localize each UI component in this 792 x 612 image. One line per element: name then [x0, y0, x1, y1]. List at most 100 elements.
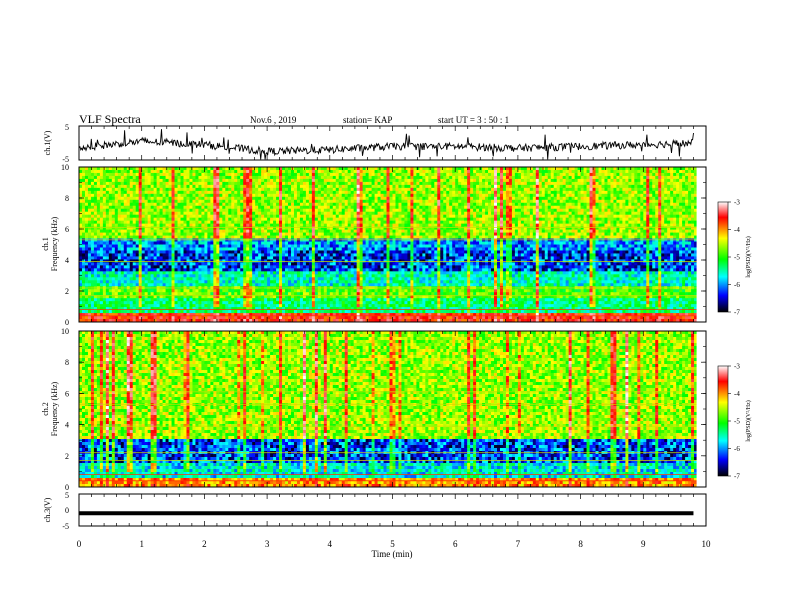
spectrogram-cell: [108, 271, 113, 275]
spectrogram-cell: [347, 196, 352, 201]
spectrogram-cell: [234, 271, 238, 275]
spectrogram-cell: [243, 256, 247, 260]
spectrogram-cell: [290, 217, 295, 222]
spectrogram-cell: [225, 313, 229, 317]
spectrogram-cell: [314, 319, 319, 323]
spectrogram-cell: [341, 271, 346, 275]
spectrogram-cell: [174, 307, 178, 311]
spectrogram-cell: [138, 178, 143, 183]
spectrogram-cell: [353, 169, 358, 174]
spectrogram-cell: [153, 289, 158, 293]
spectrogram-cell: [350, 217, 355, 222]
spectrogram-cell: [153, 226, 158, 230]
spectrogram-cell: [228, 319, 232, 323]
spectrogram-cell: [267, 223, 271, 228]
spectrogram-cell: [347, 223, 352, 228]
spectrogram-cell: [165, 292, 169, 296]
spectrogram-cell: [138, 319, 143, 323]
spectrogram-cell: [249, 220, 253, 225]
spectrogram-cell: [323, 181, 328, 186]
spectrogram-cell: [165, 205, 169, 210]
spectrogram-cell: [141, 274, 146, 278]
spectrogram-cell: [293, 289, 298, 293]
spectrogram-cell: [222, 187, 226, 192]
spectrogram-cell: [261, 211, 265, 216]
spectrogram-cell: [99, 235, 104, 239]
spectrogram-cell: [261, 190, 265, 195]
spectrogram-cell: [120, 184, 125, 189]
spectrogram-cell: [335, 313, 340, 317]
spectrogram-cell: [90, 217, 95, 222]
spectrogram-cell: [99, 277, 104, 281]
spectrogram-cell: [165, 208, 169, 213]
spectrogram-cell: [228, 316, 232, 320]
spectrogram-cell: [96, 256, 101, 260]
spectrogram-cell: [228, 211, 232, 216]
spectrogram-cell: [267, 316, 271, 320]
spectrogram-cell: [243, 319, 247, 323]
spectrogram-cell: [183, 283, 187, 287]
spectrogram-cell: [138, 316, 143, 320]
spectrogram-cell: [237, 307, 241, 311]
spectrogram-cell: [120, 169, 125, 174]
spectrogram-cell: [96, 202, 101, 207]
spectrogram-cell: [99, 175, 104, 180]
spectrogram-cell: [144, 250, 149, 254]
spectrogram-cell: [270, 205, 274, 210]
spectrogram-cell: [135, 208, 140, 213]
spectrogram-cell: [347, 235, 352, 239]
spectrogram-cell: [150, 190, 155, 195]
spectrogram-cell: [282, 253, 286, 257]
spectrogram-cell: [207, 172, 211, 177]
spectrogram-cell: [102, 187, 107, 192]
spectrogram-cell: [108, 295, 113, 299]
spectrogram-cell: [261, 274, 265, 278]
spectrogram-cell: [195, 265, 199, 269]
spectrogram-cell: [341, 289, 346, 293]
spectrogram-cell: [228, 304, 232, 308]
spectrogram-cell: [150, 310, 155, 314]
spectrogram-cell: [320, 247, 325, 251]
spectrogram-cell: [276, 190, 280, 195]
spectrogram-cell: [344, 292, 349, 296]
spectrogram-cell: [279, 316, 283, 320]
spectrogram-cell: [195, 220, 199, 225]
spectrogram-cell: [270, 235, 274, 239]
spectrogram-cell: [264, 175, 268, 180]
spectrogram-cell: [165, 232, 169, 236]
spectrogram-cell: [296, 313, 301, 317]
spectrogram-cell: [216, 235, 220, 239]
spectrogram-cell: [332, 184, 337, 189]
spectrogram-cell: [138, 295, 143, 299]
spectrogram-cell: [311, 205, 316, 210]
spectrogram-cell: [249, 211, 253, 216]
spectrogram-cell: [246, 289, 250, 293]
spectrogram-cell: [81, 262, 86, 266]
spectrogram-cell: [108, 229, 113, 233]
spectrogram-cell: [174, 310, 178, 314]
spectrogram-cell: [347, 241, 352, 245]
spectrogram-cell: [249, 169, 253, 174]
spectrogram-cell: [213, 259, 217, 263]
spectrogram-cell: [350, 172, 355, 177]
spectrogram-cell: [79, 250, 83, 254]
spectrogram-cell: [347, 175, 352, 180]
spectrogram-cell: [114, 277, 119, 281]
spectrogram-cell: [105, 319, 110, 323]
spectrogram-cell: [162, 298, 166, 302]
spectrogram-cell: [138, 226, 143, 230]
spectrogram-cell: [147, 256, 152, 260]
spectrogram-cell: [302, 250, 307, 254]
spectrogram-cell: [219, 229, 223, 233]
spectrogram-cell: [243, 283, 247, 287]
spectrogram-cell: [192, 199, 196, 204]
spectrogram-cell: [353, 187, 358, 192]
spectrogram-cell: [282, 259, 286, 263]
spectrogram-cell: [228, 175, 232, 180]
spectrogram-cell: [207, 190, 211, 195]
spectrogram-cell: [174, 175, 178, 180]
spectrogram-cell: [117, 187, 122, 192]
spectrogram-cell: [338, 205, 343, 210]
spectrogram-cell: [237, 196, 241, 201]
spectrogram-cell: [252, 187, 256, 192]
